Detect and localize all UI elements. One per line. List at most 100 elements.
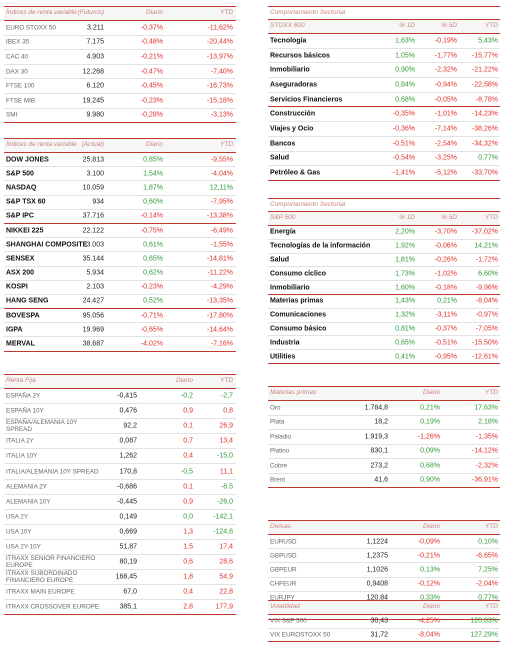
row-label: SMI xyxy=(6,111,18,119)
table-row: S&P 500 3.100 1,54% -4,04% xyxy=(4,167,236,182)
row-label: Viajes y Ocio xyxy=(270,125,314,133)
cell-value: -8,04% xyxy=(417,631,440,639)
row-label: Consumo básico xyxy=(270,325,327,333)
cell-value: 51,87 xyxy=(119,543,137,551)
cell-value: -2,7 xyxy=(220,392,233,400)
cell-value: 2.103 xyxy=(86,283,104,291)
header-cell: YTD xyxy=(220,377,233,384)
cell-value: 1,81% xyxy=(395,256,415,264)
header-cell: STOXX 600 xyxy=(270,22,305,29)
cell-value: -9,96% xyxy=(475,284,498,292)
cell-value: -0,26% xyxy=(434,256,457,264)
row-label: Oro xyxy=(270,404,281,412)
cell-value: -4,25% xyxy=(417,617,440,625)
cell-value: 0,8 xyxy=(223,407,233,415)
row-label: S&P IPC xyxy=(6,212,34,220)
header-cell: Índices de renta variable xyxy=(6,141,77,148)
cell-value: -33,70% xyxy=(471,169,498,177)
cell-value: 92,2 xyxy=(123,422,137,430)
cell-value: 0,52% xyxy=(143,297,163,305)
header-cell: Volatilidad xyxy=(270,603,300,610)
cell-value: -37,02% xyxy=(471,228,498,236)
cell-value: 177,9 xyxy=(215,603,233,611)
cell-value: 385,1 xyxy=(119,603,137,611)
cell-value: -0,54% xyxy=(392,154,415,162)
cell-value: -0,71% xyxy=(140,312,163,320)
cell-value: 38.687 xyxy=(82,340,104,348)
table-row: CHFEUR 0,9408 -0,12% -2,04% xyxy=(268,578,500,592)
cell-value: 7,25% xyxy=(478,566,498,574)
row-label: ITRAXX MAIN EUROPE xyxy=(6,588,75,596)
cell-value: 168,45 xyxy=(115,573,137,581)
cell-value: 17,4 xyxy=(219,543,233,551)
cell-value: -0,12% xyxy=(417,580,440,588)
header-cell: YTD xyxy=(485,22,498,29)
cell-value: -0,95% xyxy=(434,353,457,361)
cell-value: -34,32% xyxy=(471,140,498,148)
cell-value: 1.784,8 xyxy=(364,404,388,412)
cell-value: -0,415 xyxy=(117,392,137,400)
table-row: HANG SENG 24.427 0,52% -13,35% xyxy=(4,295,236,310)
cell-value: 1,87% xyxy=(143,184,163,192)
cell-value: -0,47% xyxy=(140,68,163,76)
cell-value: 6.120 xyxy=(86,82,104,90)
row-label: Recursos básicos xyxy=(270,52,330,60)
table-title-row: Comportamiento Sectorial xyxy=(268,6,500,19)
row-label: KOSPI xyxy=(6,283,28,291)
table-row: Cobre 273,2 0,68% -2,32% xyxy=(268,459,500,474)
cell-value: 0,476 xyxy=(119,407,137,415)
table-row: Servicios Financieros 0,68% -0,05% -8,78% xyxy=(268,93,500,108)
table-row: ITALIA 10Y 1,262 0,4 -15,0 xyxy=(4,449,236,465)
table-row: CAC 40 4.903 -0,21% -13,97% xyxy=(4,50,236,65)
table-row: S&P IPC 37.716 -0,14% -13,38% xyxy=(4,210,236,224)
row-label: Servicios Financieros xyxy=(270,96,343,104)
cell-value: -7,14% xyxy=(434,125,457,133)
table-row: Bancos -0,51% -2,54% -34,32% xyxy=(268,137,500,152)
header-cell: % 1D xyxy=(399,214,415,221)
table-row: NIKKEI 225 22.122 -0,75% -6,49% xyxy=(4,224,236,239)
table-header: Índices de renta variable (Futuros) Diario… xyxy=(4,6,236,21)
cell-value: -0,14% xyxy=(140,212,163,220)
cell-value: 0,19% xyxy=(420,418,440,426)
cell-value: 0,41% xyxy=(395,353,415,361)
table-header: Materias primas Diario YTD xyxy=(268,386,500,401)
cell-value: 0,4 xyxy=(183,452,193,460)
row-label: ITALIA 2Y xyxy=(6,437,34,445)
row-label: ITALIA 10Y xyxy=(6,452,38,460)
cell-value: 0,21% xyxy=(420,404,440,412)
table-row: ESPAÑA 10Y 0,476 0,9 0,8 xyxy=(4,404,236,420)
table-row: Petróleo & Gas -1,41% -5,12% -33,70% xyxy=(268,166,500,181)
cell-value: 1,60% xyxy=(395,284,415,292)
cell-value: -2,32% xyxy=(434,66,457,74)
cell-value: 22.122 xyxy=(82,227,104,235)
table-row: IBEX 35 7.175 -0,48% -20,44% xyxy=(4,36,236,51)
table-row: ITRAXX SENIOR FINANCIERO EUROPE 80,19 0,6 2… xyxy=(4,555,236,571)
table: Índices de renta variable (Futuros) Diario… xyxy=(4,6,236,124)
table-row: Utilities 0,41% -0,95% -12,61% xyxy=(268,350,500,364)
cell-value: -1,01% xyxy=(434,110,457,118)
cell-value: 0,68% xyxy=(420,462,440,470)
table-title: Comportamiento Sectorial xyxy=(270,201,346,208)
cell-value: 1,43% xyxy=(395,297,415,305)
header-cell: YTD xyxy=(485,523,498,530)
cell-value: -1,41% xyxy=(392,169,415,177)
table-row: ITRAXX CROSSOVER EUROPE 385,1 2,8 177,9 xyxy=(4,600,236,616)
header-cell: YTD xyxy=(485,603,498,610)
cell-value: 80,19 xyxy=(119,558,137,566)
cell-value: 120,83% xyxy=(470,617,498,625)
table-row: Tecnología 1,63% -0,19% 5,43% xyxy=(268,34,500,49)
cell-value: -124,8 xyxy=(213,528,233,536)
cell-value: -15,18% xyxy=(206,97,233,105)
table-row: Paladio 1.919,3 -1,26% -1,35% xyxy=(268,430,500,445)
row-label: Energía xyxy=(270,228,296,236)
row-label: ALEMANIA 10Y xyxy=(6,498,51,506)
cell-value: 9.980 xyxy=(86,111,104,119)
cell-value: -0,51% xyxy=(434,339,457,347)
cell-value: -38,26% xyxy=(471,125,498,133)
cell-value: -0,97% xyxy=(475,311,498,319)
table-title: Comportamiento Sectorial xyxy=(270,9,346,16)
cell-value: -0,28% xyxy=(140,111,163,119)
table-row: USA 10Y 0,669 1,3 -124,8 xyxy=(4,525,236,540)
cell-value: -0,51% xyxy=(392,140,415,148)
table-row: ESPAÑA/ALEMANIA 10Y SPREAD 92,2 0,1 26,9 xyxy=(4,419,236,435)
